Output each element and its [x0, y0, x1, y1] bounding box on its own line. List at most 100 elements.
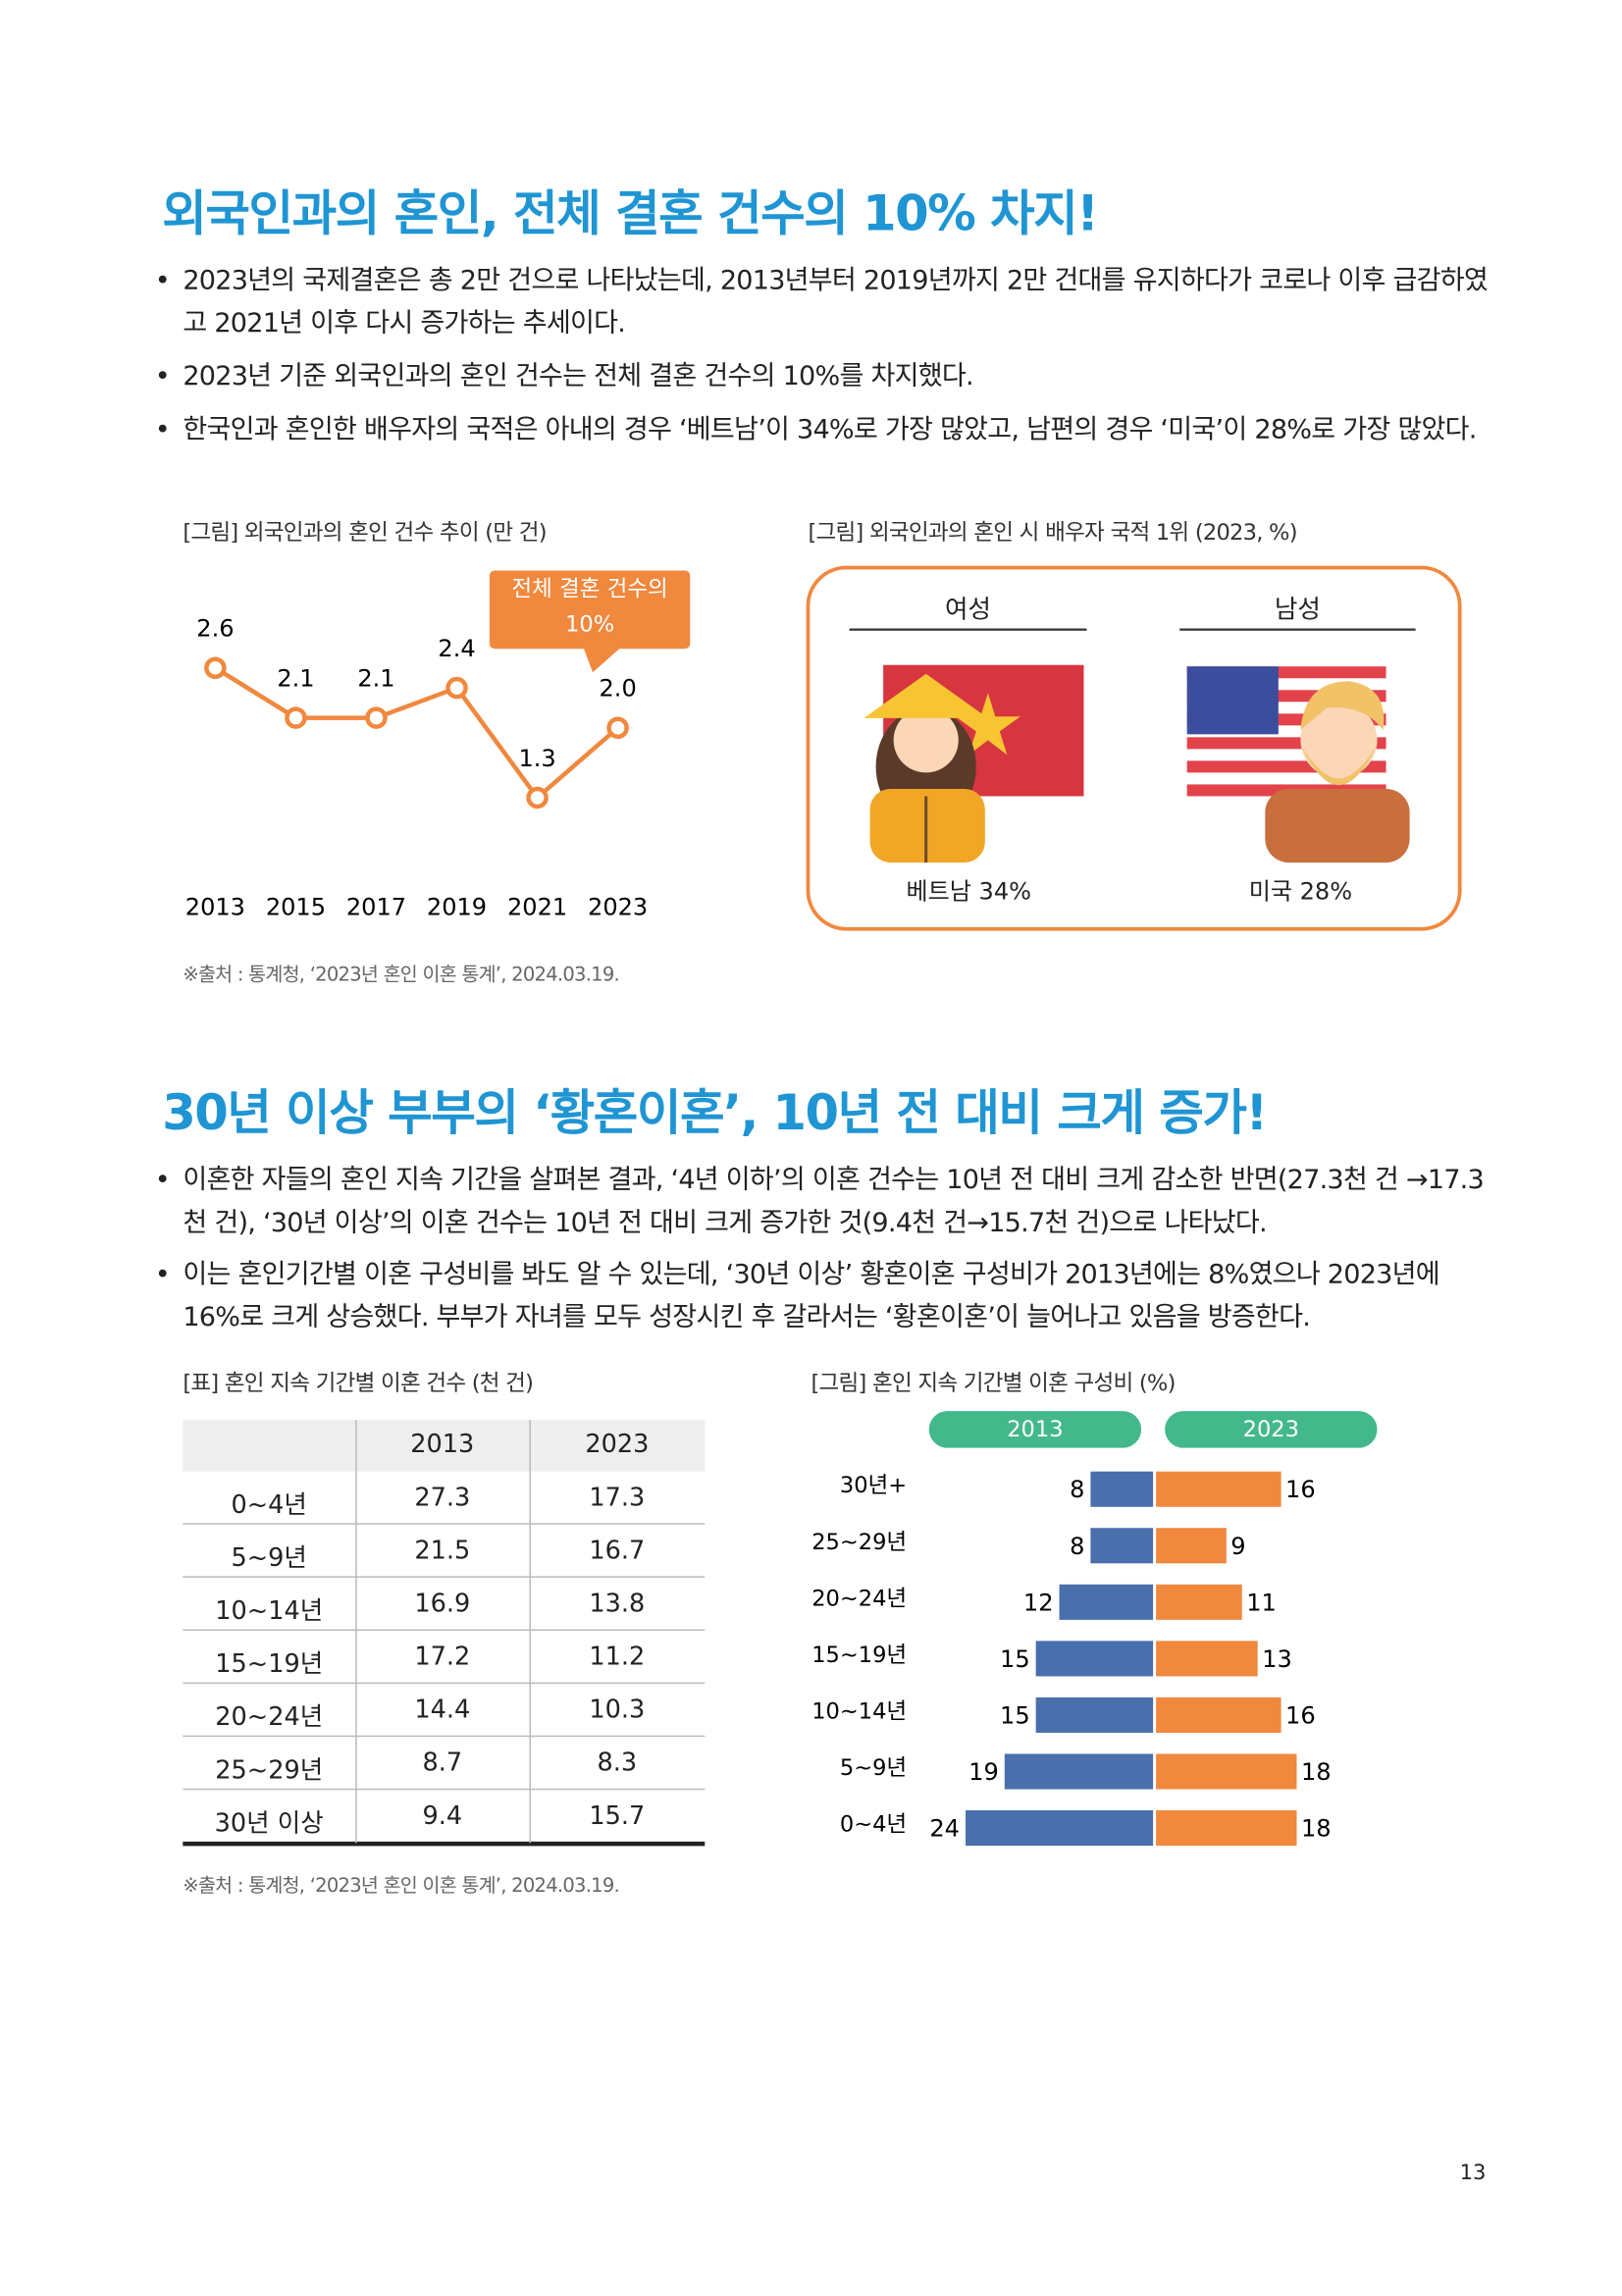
category-label: 15~19년: [811, 1643, 907, 1668]
bar: [1156, 1696, 1282, 1733]
nationality-label: 미국 28%: [1248, 877, 1353, 906]
category-label: 30년+: [840, 1473, 907, 1498]
bar: [1156, 1584, 1242, 1620]
annotation: 전체 결혼 건수의: [511, 577, 667, 602]
bar: [965, 1810, 1154, 1847]
category-label: 25~29년: [811, 1530, 907, 1555]
row-line: [183, 1841, 706, 1846]
x-tick-label: 2013: [185, 894, 245, 921]
row-line: [183, 1788, 706, 1791]
category-label: 0~4년: [840, 1812, 907, 1838]
row-line: [183, 1735, 706, 1738]
x-tick-label: 2021: [507, 894, 567, 921]
figure-caption: [그림] 외국인과의 혼인 건수 추이 (만 건): [183, 518, 547, 546]
row-label: 0~4년: [231, 1490, 307, 1521]
x-tick-label: 2017: [346, 894, 406, 921]
cell: 8.7: [422, 1748, 463, 1779]
cell: 16.7: [589, 1536, 646, 1566]
data-label: 9: [1230, 1533, 1245, 1560]
cell: 10.3: [589, 1696, 646, 1726]
category-label: 10~14년: [811, 1698, 907, 1724]
table-caption: [표] 혼인 지속 기간별 이혼 건수 (천 건): [183, 1370, 534, 1397]
legend-pill: [1165, 1411, 1378, 1448]
table-header-bg: [183, 1420, 706, 1472]
column-header: 2013: [410, 1430, 475, 1460]
data-label: 16: [1285, 1476, 1316, 1503]
data-label: 18: [1301, 1758, 1332, 1786]
data-label: 2.4: [438, 635, 475, 662]
bullet: 이는 혼인기간별 이혼 구성비를 봐도 알 수 있는데, ‘30년 이상’ 황혼…: [155, 1253, 1488, 1338]
x-tick-label: 2019: [427, 894, 487, 921]
marker: [606, 716, 629, 740]
legend-label: 2013: [1007, 1417, 1063, 1442]
data-label: 2.0: [600, 675, 637, 703]
data-label: 8: [1070, 1476, 1084, 1503]
bar: [1090, 1528, 1154, 1564]
source: ※출처 : 통계청, ‘2023년 혼인 이혼 통계’, 2024.03.19.: [183, 964, 619, 987]
category-label: 20~24년: [811, 1586, 907, 1611]
marker: [365, 706, 388, 729]
x-tick-label: 2015: [266, 894, 326, 921]
line: [214, 665, 620, 802]
data-label: 2.6: [196, 615, 234, 643]
column-divider: [355, 1420, 357, 1844]
row-label: 20~24년: [215, 1702, 324, 1733]
data-label: 2.1: [277, 665, 314, 693]
marker: [285, 706, 307, 729]
row-line: [183, 1523, 706, 1525]
data-label: 19: [968, 1758, 999, 1786]
cell: 21.5: [414, 1536, 471, 1566]
bar: [1156, 1641, 1258, 1677]
cell: 27.3: [414, 1483, 471, 1513]
category-label: 5~9년: [840, 1755, 907, 1781]
legend-label: 2023: [1243, 1417, 1299, 1442]
bar: [1156, 1753, 1297, 1790]
cell: 8.3: [597, 1748, 638, 1779]
section-title: 외국인과의 혼인, 전체 결혼 건수의 10% 차지!: [162, 183, 1099, 242]
annotation: 10%: [565, 612, 614, 638]
bar: [1035, 1696, 1154, 1733]
marker: [445, 676, 468, 700]
cell: 13.8: [589, 1589, 646, 1619]
bullet: 한국인과 혼인한 배우자의 국적은 아내의 경우 ‘베트남’이 34%로 가장 …: [155, 408, 1488, 451]
column-divider: [529, 1420, 531, 1844]
marker: [204, 656, 227, 679]
page-number: 13: [1459, 2161, 1487, 2186]
bullet: 이혼한 자들의 혼인 지속 기간을 살펴본 결과, ‘4년 이하’의 이혼 건수…: [155, 1159, 1488, 1244]
marker: [526, 786, 549, 809]
data-label: 24: [929, 1815, 960, 1843]
data-label: 11: [1246, 1589, 1277, 1616]
nationality-label: 베트남 34%: [906, 877, 1031, 906]
row-line: [183, 1629, 706, 1631]
figure-caption: [그림] 외국인과의 혼인 시 배우자 국적 1위 (2023, %): [808, 518, 1297, 546]
row-label: 25~29년: [215, 1755, 324, 1786]
data-label: 15: [1000, 1701, 1030, 1729]
data-label: 15: [1000, 1645, 1030, 1673]
usa-illustration: [1186, 666, 1410, 863]
cell: 14.4: [414, 1696, 471, 1726]
row-label: 10~14년: [215, 1596, 324, 1627]
vietnam-illustration: [863, 664, 1084, 863]
data-label: 16: [1285, 1701, 1316, 1729]
x-tick-label: 2023: [588, 894, 648, 921]
row-label: 5~9년: [231, 1543, 307, 1574]
cell: 17.3: [589, 1483, 646, 1513]
data-label: 1.3: [518, 745, 555, 772]
cell: 9.4: [422, 1801, 463, 1832]
data-label: 8: [1070, 1533, 1084, 1560]
column-heading: 여성: [945, 596, 992, 626]
bar: [1156, 1471, 1282, 1507]
section-title: 30년 이상 부부의 ‘황혼이혼’, 10년 전 대비 크게 증가!: [162, 1083, 1268, 1142]
row-line: [183, 1682, 706, 1685]
cell: 17.2: [414, 1643, 471, 1673]
data-label: 2.1: [357, 665, 394, 693]
cell: 16.9: [414, 1589, 471, 1619]
data-label: 12: [1023, 1589, 1054, 1616]
bar: [1156, 1810, 1297, 1847]
source: ※출처 : 통계청, ‘2023년 혼인 이혼 통계’, 2024.03.19.: [183, 1875, 619, 1898]
cell: 15.7: [589, 1801, 646, 1832]
row-line: [183, 1576, 706, 1578]
bar: [1035, 1641, 1154, 1677]
